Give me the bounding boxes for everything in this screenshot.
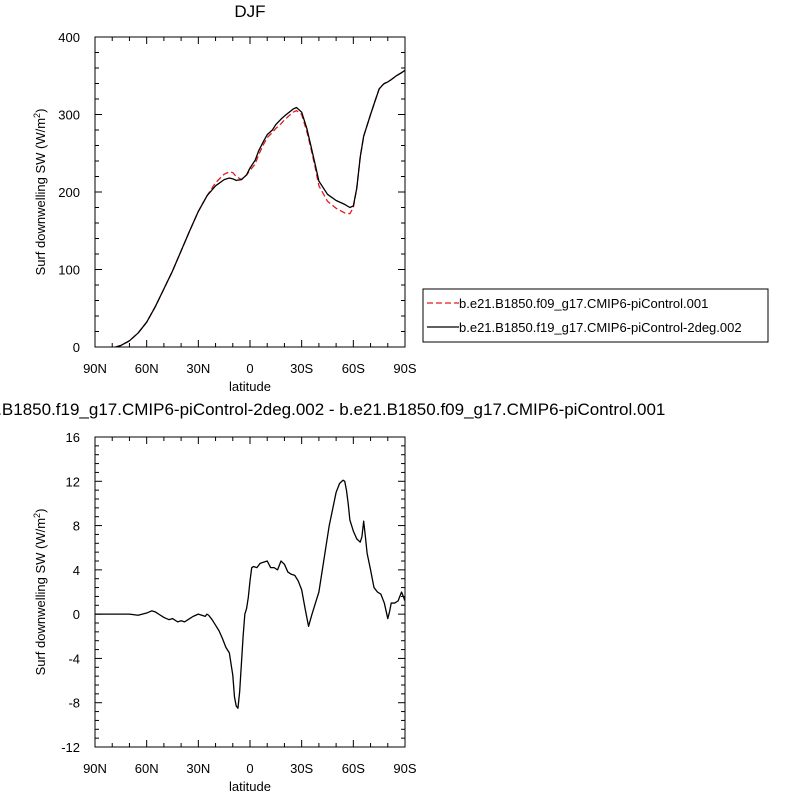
x-tick-label: 90N xyxy=(83,761,107,776)
series-line-1 xyxy=(95,479,405,709)
x-tick-label: 60N xyxy=(135,361,159,376)
legend-box xyxy=(422,288,769,343)
x-tick-label: 0 xyxy=(246,761,253,776)
legend-label-1: b.e21.B1850.f09_g17.CMIP6-piControl.001 xyxy=(459,296,708,311)
x-tick-label: 0 xyxy=(246,361,253,376)
chart-panel-1: DJF 90N 60N 30N 0 30S 60S 90S 0 100 200 300 400 latit… xyxy=(32,2,769,394)
y-axis-label-exponent: 2 xyxy=(32,113,42,118)
y-tick-label: 16 xyxy=(66,430,80,445)
y-axis-label-exponent: 2 xyxy=(32,513,42,518)
plot-frame xyxy=(94,436,406,748)
series-line-1 xyxy=(115,70,405,347)
x-tick-label: 30N xyxy=(186,361,210,376)
y-tick-label: 4 xyxy=(73,563,80,578)
y-tick-label: -4 xyxy=(68,651,80,666)
x-tick-label: 30S xyxy=(290,761,313,776)
x-tick-label: 60S xyxy=(342,761,365,776)
y-tick-label: -8 xyxy=(68,696,80,711)
y-tick-label: 8 xyxy=(73,519,80,534)
x-tick-label: 90S xyxy=(393,361,416,376)
y-tick-label: 400 xyxy=(58,30,80,45)
x-tick-label: 30N xyxy=(186,761,210,776)
x-tick-label: 60S xyxy=(342,361,365,376)
series-line-2 xyxy=(115,69,405,347)
x-tick-label: 90N xyxy=(83,361,107,376)
x-tick-label: 90S xyxy=(393,761,416,776)
legend: b.e21.B1850.f09_g17.CMIP6-piControl.001b… xyxy=(422,288,769,343)
x-tick-label: 60N xyxy=(135,761,159,776)
chart-title: DJF xyxy=(234,2,265,21)
y-tick-label: 200 xyxy=(58,185,80,200)
y-tick-label: 12 xyxy=(66,474,80,489)
y-axis-label-text: Surf downwelling SW (W/m xyxy=(33,518,48,675)
y-tick-label: 0 xyxy=(73,340,80,355)
y-tick-label: 0 xyxy=(73,607,80,622)
legend-label-2: b.e21.B1850.f19_g17.CMIP6-piControl-2deg… xyxy=(459,320,742,335)
y-axis-label-text: Surf downwelling SW (W/m xyxy=(33,118,48,275)
chart-panel-2: b.e21.B1850.f19_g17.CMIP6-piControl-2deg… xyxy=(0,400,665,794)
y-axis-label-suffix: ) xyxy=(33,109,48,113)
plot-frame xyxy=(94,36,406,348)
y-tick-label: 300 xyxy=(58,108,80,123)
y-tick-label: 100 xyxy=(58,263,80,278)
x-axis-label: latitude xyxy=(229,379,271,394)
x-tick-label: 30S xyxy=(290,361,313,376)
x-axis-label: latitude xyxy=(229,779,271,794)
y-axis-label: Surf downwelling SW (W/m2) xyxy=(32,509,48,676)
chart-title: b.e21.B1850.f19_g17.CMIP6-piControl-2deg… xyxy=(0,400,665,419)
y-axis-label-suffix: ) xyxy=(33,509,48,513)
y-tick-label: -12 xyxy=(61,740,80,755)
y-axis-label: Surf downwelling SW (W/m2) xyxy=(32,109,48,276)
